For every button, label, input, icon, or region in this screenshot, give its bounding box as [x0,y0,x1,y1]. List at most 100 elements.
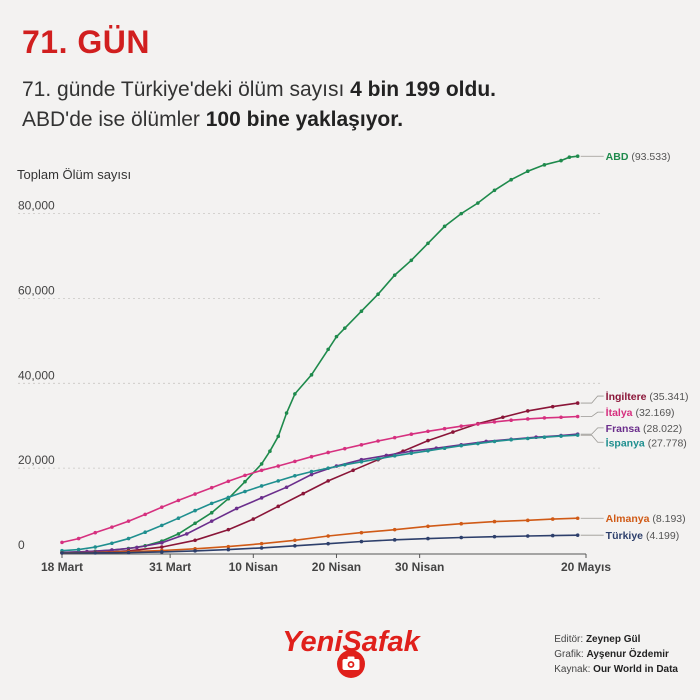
data-point [110,525,114,529]
data-point [193,538,197,543]
data-point [193,549,197,553]
data-point [476,422,480,426]
data-point [451,430,455,434]
series-value: (4.199) [643,530,679,542]
data-point [176,498,181,503]
credit-source: Kaynak: Our World in Data [554,662,678,677]
data-point [193,508,197,513]
source-name: Our World in Data [593,664,678,675]
data-point [160,505,164,509]
data-point [259,484,264,488]
label-leader [580,427,604,435]
data-point [525,534,530,538]
data-point [276,434,281,439]
data-point [60,551,64,555]
data-point [268,449,272,453]
data-point [459,443,464,448]
data-point [492,439,497,444]
series-label: Türkiye (4.199) [606,530,680,542]
y-tick-label: 40,000 [18,368,55,382]
data-point [442,426,447,431]
data-point [409,451,414,456]
credits: Editör: Zeynep Gül Grafik: Ayşenur Özdem… [554,632,678,677]
data-point [76,536,81,541]
data-point [243,489,247,494]
data-point [326,347,330,352]
x-tick-label: 10 Nisan [229,560,278,574]
headline-2-text: ABD'de ise ölümler [22,108,206,131]
data-point [276,479,281,483]
data-point [93,530,98,535]
series-line [61,402,578,554]
headline-line-1: 71. günde Türkiye'deki ölüm sayısı 4 bin… [22,78,496,102]
series-value: (93.533) [628,151,670,163]
data-point [243,479,247,484]
data-point [342,462,347,467]
data-point [309,373,314,377]
data-point [426,536,430,541]
data-point [525,409,530,413]
data-point [93,545,98,549]
data-point [193,492,197,496]
series-value: (8.193) [649,513,685,525]
series-name: Fransa [606,423,641,435]
data-point [334,334,339,339]
data-point [284,485,289,490]
data-point [143,512,147,517]
data-point [442,446,447,451]
data-point [376,292,380,297]
data-point [426,429,430,434]
data-point [542,435,547,439]
data-point [509,418,513,423]
data-point [176,516,181,521]
data-point [226,527,231,532]
data-point [209,519,214,523]
data-point [559,434,563,438]
yenisafak-logo: YeniSafak [276,624,426,680]
data-point [550,517,555,521]
series-line [61,415,578,544]
series-name: İngiltere [606,390,647,403]
series-value: (32.169) [633,407,675,419]
series-label: İngiltere (35.341) [606,390,689,403]
data-point [525,436,530,441]
data-point [559,158,563,163]
data-point [259,468,264,473]
data-point [492,420,497,424]
credit-graphic: Grafik: Ayşenur Özdemir [554,647,678,662]
data-point [342,446,347,451]
data-point [392,538,397,542]
y-tick-label: 60,000 [18,283,55,297]
series-value: (35.341) [647,391,689,403]
data-point [259,496,264,500]
series-i̇spanya: İspanya (27.778) [60,433,687,553]
y-tick-label: 20,000 [18,453,55,467]
data-point [160,545,164,549]
series-name: Türkiye [606,530,644,542]
data-point [575,516,580,521]
data-point [459,424,464,428]
credit-editor: Editör: Zeynep Gül [554,632,678,647]
data-point [110,548,114,552]
data-point [384,453,389,458]
data-point [342,326,347,330]
data-point [392,435,397,440]
data-point [542,416,547,420]
data-point [234,506,239,511]
data-point [525,518,530,523]
data-point [501,415,505,420]
data-point [409,432,414,437]
label-leader [580,395,604,404]
data-point [259,462,264,466]
series-label: İspanya (27.778) [606,436,687,449]
data-point [542,163,547,167]
data-point [184,532,189,536]
series-name: ABD [606,151,629,163]
series-name: İspanya [606,436,645,449]
data-point [160,541,164,545]
data-point [575,154,580,159]
editor-name: Zeynep Gül [585,634,641,645]
y-tick-label: 80,000 [18,199,55,213]
data-point [193,521,197,526]
x-tick-label: 20 Nisan [312,560,361,574]
